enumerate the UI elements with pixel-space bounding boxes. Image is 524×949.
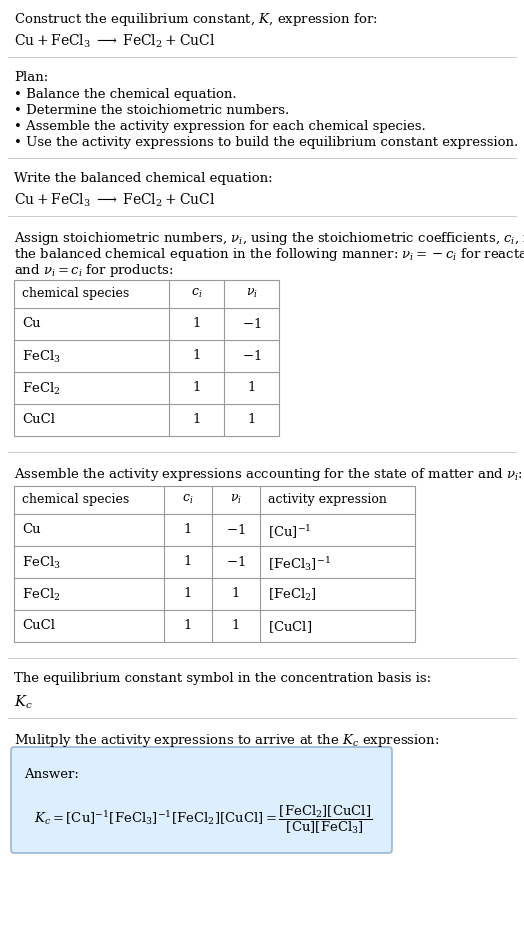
Text: $K_c = [\mathrm{Cu}]^{-1}[\mathrm{FeCl_3}]^{-1}[\mathrm{FeCl_2}][\mathrm{CuCl}] : $K_c = [\mathrm{Cu}]^{-1}[\mathrm{FeCl_3… <box>34 804 373 836</box>
Text: and $\nu_i = c_i$ for products:: and $\nu_i = c_i$ for products: <box>14 262 173 279</box>
Text: chemical species: chemical species <box>22 287 129 300</box>
Text: • Determine the stoichiometric numbers.: • Determine the stoichiometric numbers. <box>14 104 289 117</box>
Text: $[\mathrm{CuCl}]$: $[\mathrm{CuCl}]$ <box>268 619 312 635</box>
Text: 1: 1 <box>184 587 192 600</box>
Text: $\nu_i$: $\nu_i$ <box>230 493 242 506</box>
Text: Cu: Cu <box>22 317 41 330</box>
Text: Write the balanced chemical equation:: Write the balanced chemical equation: <box>14 172 272 185</box>
Text: Assign stoichiometric numbers, $\nu_i$, using the stoichiometric coefficients, $: Assign stoichiometric numbers, $\nu_i$, … <box>14 230 524 247</box>
Text: $\mathrm{FeCl_3}$: $\mathrm{FeCl_3}$ <box>22 555 61 571</box>
Text: $[\mathrm{FeCl_3}]^{-1}$: $[\mathrm{FeCl_3}]^{-1}$ <box>268 555 331 573</box>
Text: $\nu_i$: $\nu_i$ <box>246 287 257 300</box>
Text: $-1$: $-1$ <box>226 523 246 537</box>
Text: $-1$: $-1$ <box>226 555 246 569</box>
Text: $c_i$: $c_i$ <box>182 493 194 506</box>
Text: $\mathrm{FeCl_2}$: $\mathrm{FeCl_2}$ <box>22 587 61 603</box>
Text: $-1$: $-1$ <box>242 349 261 363</box>
Text: Plan:: Plan: <box>14 71 48 84</box>
Text: 1: 1 <box>232 587 240 600</box>
Bar <box>14 280 279 436</box>
Text: Cu: Cu <box>22 523 41 536</box>
Text: 1: 1 <box>247 381 256 394</box>
Text: chemical species: chemical species <box>22 493 129 506</box>
Text: $[\mathrm{FeCl_2}]$: $[\mathrm{FeCl_2}]$ <box>268 587 317 603</box>
Text: 1: 1 <box>247 413 256 426</box>
Text: $-1$: $-1$ <box>242 317 261 331</box>
Text: 1: 1 <box>184 555 192 568</box>
Text: 1: 1 <box>232 619 240 632</box>
Text: 1: 1 <box>192 413 201 426</box>
Text: $\mathrm{FeCl_2}$: $\mathrm{FeCl_2}$ <box>22 381 61 397</box>
Text: 1: 1 <box>192 381 201 394</box>
Text: 1: 1 <box>184 523 192 536</box>
Text: Construct the equilibrium constant, $K$, expression for:: Construct the equilibrium constant, $K$,… <box>14 11 378 28</box>
Text: activity expression: activity expression <box>268 493 387 506</box>
Text: Answer:: Answer: <box>24 768 79 781</box>
Text: $\mathrm{Cu + FeCl_3 \;\longrightarrow\; FeCl_2 + CuCl}$: $\mathrm{Cu + FeCl_3 \;\longrightarrow\;… <box>14 33 215 50</box>
Text: 1: 1 <box>184 619 192 632</box>
Text: 1: 1 <box>192 349 201 362</box>
Text: $[\mathrm{Cu}]^{-1}$: $[\mathrm{Cu}]^{-1}$ <box>268 523 312 541</box>
Text: Mulitply the activity expressions to arrive at the $K_c$ expression:: Mulitply the activity expressions to arr… <box>14 732 440 749</box>
Text: Assemble the activity expressions accounting for the state of matter and $\nu_i$: Assemble the activity expressions accoun… <box>14 466 523 483</box>
Text: $\mathrm{Cu + FeCl_3 \;\longrightarrow\; FeCl_2 + CuCl}$: $\mathrm{Cu + FeCl_3 \;\longrightarrow\;… <box>14 192 215 210</box>
Text: the balanced chemical equation in the following manner: $\nu_i = -c_i$ for react: the balanced chemical equation in the fo… <box>14 246 524 263</box>
Bar <box>14 486 415 642</box>
Text: $K_c$: $K_c$ <box>14 694 32 712</box>
Text: CuCl: CuCl <box>22 413 55 426</box>
Text: $\mathrm{FeCl_3}$: $\mathrm{FeCl_3}$ <box>22 349 61 365</box>
Text: • Assemble the activity expression for each chemical species.: • Assemble the activity expression for e… <box>14 120 425 133</box>
Text: • Balance the chemical equation.: • Balance the chemical equation. <box>14 88 237 101</box>
Text: CuCl: CuCl <box>22 619 55 632</box>
FancyBboxPatch shape <box>11 747 392 853</box>
Text: $c_i$: $c_i$ <box>191 287 202 300</box>
Text: • Use the activity expressions to build the equilibrium constant expression.: • Use the activity expressions to build … <box>14 136 518 149</box>
Text: The equilibrium constant symbol in the concentration basis is:: The equilibrium constant symbol in the c… <box>14 672 431 685</box>
Text: 1: 1 <box>192 317 201 330</box>
